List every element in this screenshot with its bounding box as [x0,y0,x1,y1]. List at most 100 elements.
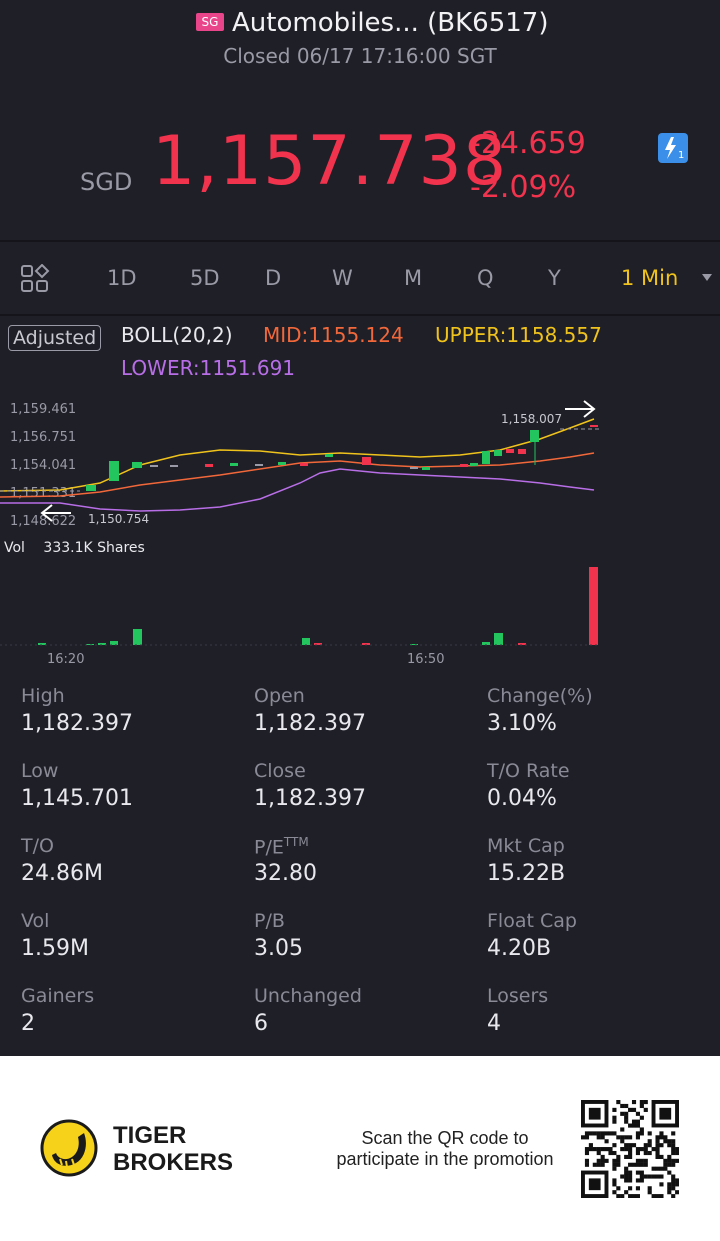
y-tick-label: 1,156.751 [10,430,76,445]
y-tick-label: 1,159.461 [10,402,76,417]
candle [494,450,502,456]
promo-line-1: Scan the QR code to [361,1128,529,1148]
market-status: Closed 06/17 17:16:00 SGT [223,44,497,68]
candle [150,465,158,467]
candlestick-chart[interactable]: 1,159.461 1,156.751 1,154.041 1,151.331 … [0,395,720,675]
tiger-logo-icon [40,1119,98,1177]
brand-line-1: TIGER [113,1122,187,1149]
stat-label-change-pct: Change(%) [487,685,593,707]
adjusted-toggle[interactable]: Adjusted [8,325,102,351]
chevron-down-icon[interactable] [702,274,712,281]
boll-upper-line [0,418,595,492]
volume-bar [410,644,418,645]
stat-value-gainers: 2 [21,1011,35,1036]
min-price-label: 1,150.754 [88,512,149,526]
stat-value-to-rate: 0.04% [487,786,557,811]
layout-grid-icon[interactable] [20,263,50,294]
stat-label-open: Open [254,685,305,707]
stats-panel: High 1,182.397 Open 1,182.397 Change(%) … [0,680,720,1056]
stat-label-to-rate: T/O Rate [487,760,570,782]
tab-d[interactable]: D [265,266,282,290]
volume-bar [589,567,598,645]
stat-value-turnover: 24.86M [21,861,103,886]
candle [518,449,526,454]
volume-bar [494,633,503,645]
stat-value-pe: 32.80 [254,861,317,886]
divider [0,314,720,316]
stat-label-unchanged: Unchanged [254,985,362,1007]
price-change-percent: -2.09% [470,170,577,205]
currency-label: SGD [80,168,133,196]
volume-bar [302,638,310,645]
market-badge: SG [196,13,224,31]
stat-label-low: Low [21,760,59,782]
right-arrow-icon [565,400,596,418]
quote-header [0,0,720,240]
tab-1d[interactable]: 1D [107,266,137,290]
candle [506,449,514,453]
stat-value-mkt-cap: 15.22B [487,861,566,886]
price-change: -24.659 [470,126,586,161]
candle [109,461,119,481]
lightning-icon[interactable]: 1 [658,133,688,163]
y-tick-label: 1,148.622 [10,514,76,529]
candle [205,464,213,467]
qr-code-icon[interactable] [581,1100,679,1198]
stat-value-float-cap: 4.20B [487,936,552,961]
volume-bar [98,643,106,645]
volume-bar [518,643,526,645]
brand-name: TIGER BROKERS [113,1122,233,1176]
pe-label-sup: TTM [283,835,309,849]
boll-indicator-label[interactable]: BOLL(20,2) [121,323,233,347]
promo-text: Scan the QR code to participate in the p… [320,1128,570,1170]
volume-bars [38,567,598,645]
candle [470,463,478,466]
svg-text:1: 1 [678,150,684,161]
volume-bar [133,629,142,645]
stat-label-turnover: T/O [21,835,54,857]
candle [230,463,238,466]
tab-5d[interactable]: 5D [190,266,220,290]
volume-value: 333.1K Shares [43,540,145,556]
pe-label-text: P/E [254,836,284,859]
candle [410,467,418,469]
stat-label-losers: Losers [487,985,549,1007]
candle [170,465,178,467]
tab-m[interactable]: M [404,266,423,290]
tab-1-min[interactable]: 1 Min [621,266,679,290]
stat-label-float-cap: Float Cap [487,910,577,932]
stat-label-gainers: Gainers [21,985,95,1007]
stat-value-change-pct: 3.10% [487,711,557,736]
boll-upper-value: UPPER:1158.557 [435,323,602,347]
candle [278,462,286,465]
volume-bar [110,641,118,645]
candle [132,462,142,468]
stock-title[interactable]: Automobiles... (BK6517) [232,8,549,38]
max-price-label: 1,158.007 [501,412,562,426]
x-tick-label: 16:20 [47,652,84,667]
last-price: 1,157.738 [152,122,508,201]
boll-lower-line [0,468,595,512]
candle [530,430,539,442]
tab-q[interactable]: Q [477,266,494,290]
candle [422,467,430,470]
promo-line-2: participate in the promotion [336,1149,554,1169]
volume-bar [314,643,322,645]
boll-mid-line [0,452,595,498]
tab-y[interactable]: Y [548,266,561,290]
stat-value-vol: 1.59M [21,936,89,961]
volume-label: Vol 333.1K Shares [4,540,145,556]
stat-label-pe: P/ETTM [254,835,309,858]
candle [86,485,96,491]
stat-label-vol: Vol [21,910,50,932]
divider [0,240,720,242]
stat-value-low: 1,145.701 [21,786,133,811]
stat-label-close: Close [254,760,306,782]
volume-bar [38,643,46,645]
boll-lower-value: LOWER:1151.691 [121,356,296,380]
tab-w[interactable]: W [332,266,353,290]
candle [255,464,263,466]
candle [300,463,308,466]
stat-label-mkt-cap: Mkt Cap [487,835,565,857]
candle [325,454,333,457]
